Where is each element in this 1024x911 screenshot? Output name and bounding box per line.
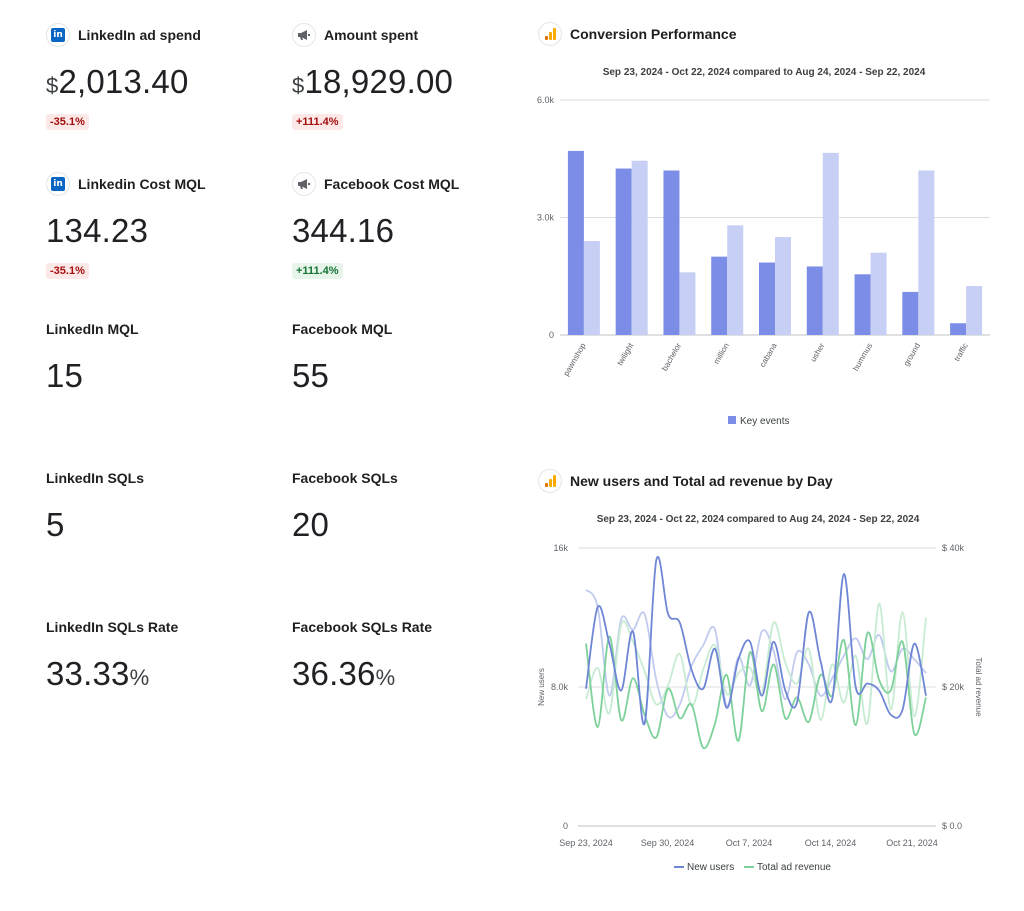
bar-key-events <box>950 323 967 335</box>
x-tick-label: Oct 7, 2024 <box>726 838 773 848</box>
x-tick-label: traffic <box>952 342 970 363</box>
x-tick-label: Oct 21, 2024 <box>886 838 938 848</box>
x-tick-label: Sep 30, 2024 <box>641 838 695 848</box>
kpi-value: 33.33% <box>46 655 150 692</box>
legend-label: Total ad revenue <box>757 862 831 873</box>
y-tick-label-left: 8.0k <box>551 682 569 692</box>
kpi-value: 5 <box>46 506 65 543</box>
kpi-value: 134.23 <box>46 212 149 249</box>
bar-key-events <box>902 291 919 335</box>
y-tick-label-right: $ 20k <box>942 682 965 692</box>
y-axis-label-left: New users <box>537 668 546 706</box>
x-tick-label: Oct 14, 2024 <box>805 838 857 848</box>
users-revenue-chart-header: New users and Total ad revenue by Day <box>538 469 833 493</box>
x-tick-label: bachelor <box>660 341 683 372</box>
users-revenue-line-chart[interactable]: 0 $ 0.0 8.0k $ 20k 16k $ 40k New users Total ad… <box>530 536 1024 886</box>
bar-key-events-previous <box>822 152 839 335</box>
kpi-title: LinkedIn MQL <box>46 321 139 337</box>
bar-key-events-previous <box>775 237 791 335</box>
kpi-linkedin-sqls-rate[interactable]: LinkedIn SQLs Rate 33.33% <box>46 614 276 694</box>
bar-key-events <box>711 256 728 335</box>
kpi-value: 55 <box>292 357 330 394</box>
x-tick-label: cabana <box>758 341 779 369</box>
bar-key-events-previous <box>679 272 696 335</box>
legend-swatch <box>728 416 736 424</box>
kpi-amount-spent[interactable]: Amount spent $18,929.00 +111.4% <box>292 22 522 130</box>
kpi-title: LinkedIn SQLs <box>46 470 145 486</box>
bar-key-events-previous <box>727 225 744 335</box>
y-tick-label-left: 0 <box>563 821 568 831</box>
x-tick-label: usher <box>809 341 827 363</box>
bar-key-events <box>615 168 632 335</box>
line-new-users-previous <box>585 589 927 719</box>
delta-badge: +111.4% <box>292 114 343 130</box>
megaphone-icon <box>292 23 316 47</box>
linkedin-icon: in <box>46 23 70 47</box>
legend-label: New users <box>687 862 734 873</box>
bar-key-events-previous <box>631 160 648 335</box>
kpi-linkedin-sqls[interactable]: LinkedIn SQLs 5 <box>46 465 276 545</box>
line-new-users <box>585 556 927 726</box>
x-tick-label: twilight <box>615 341 635 367</box>
x-tick-label: pawnshop <box>562 341 588 378</box>
kpi-value: 344.16 <box>292 212 395 249</box>
y-tick-label: 6.0k <box>537 95 555 105</box>
kpi-linkedin-mql[interactable]: LinkedIn MQL 15 <box>46 316 276 396</box>
kpi-title: Linkedin Cost MQL <box>78 176 206 192</box>
x-tick-label: ground <box>902 342 922 368</box>
bar-key-events <box>567 150 584 335</box>
kpi-facebook-mql[interactable]: Facebook MQL 55 <box>292 316 522 396</box>
bar-key-events-previous <box>966 286 983 335</box>
delta-badge: -35.1% <box>46 114 89 130</box>
kpi-value: $18,929.00 <box>292 63 454 100</box>
chart-subtitle: Sep 23, 2024 - Oct 22, 2024 compared to … <box>596 514 920 525</box>
y-tick-label-right: $ 0.0 <box>942 821 962 831</box>
kpi-linkedin-cost-mql[interactable]: in Linkedin Cost MQL 134.23 -35.1% <box>46 171 276 279</box>
kpi-title: Facebook SQLs <box>292 470 398 486</box>
delta-badge: +111.4% <box>292 263 343 279</box>
kpi-title: LinkedIn ad spend <box>78 27 201 43</box>
x-tick-label: Sep 23, 2024 <box>559 838 613 848</box>
linkedin-icon: in <box>46 172 70 196</box>
bar-key-events <box>854 274 871 335</box>
kpi-facebook-sqls[interactable]: Facebook SQLs 20 <box>292 465 522 545</box>
kpi-title: Amount spent <box>324 27 419 43</box>
line-total-ad-revenue-previous <box>585 602 927 725</box>
bar-key-events <box>759 262 775 335</box>
bar-key-events-previous <box>918 170 935 335</box>
bar-key-events-previous <box>870 252 887 335</box>
analytics-icon <box>538 469 562 493</box>
kpi-title: Facebook MQL <box>292 321 393 337</box>
y-tick-label: 0 <box>549 330 554 340</box>
kpi-value: $2,013.40 <box>46 63 189 100</box>
kpi-value: 15 <box>46 357 84 394</box>
kpi-facebook-cost-mql[interactable]: Facebook Cost MQL 344.16 +111.4% <box>292 171 522 279</box>
kpi-title: LinkedIn SQLs Rate <box>46 619 179 635</box>
y-tick-label-left: 16k <box>553 543 568 553</box>
kpi-value: 20 <box>292 506 330 543</box>
y-tick-label: 3.0k <box>537 213 555 223</box>
chart-subtitle: Sep 23, 2024 - Oct 22, 2024 compared to … <box>602 67 926 78</box>
megaphone-icon <box>292 172 316 196</box>
legend-label: Key events <box>740 416 789 427</box>
y-tick-label-right: $ 40k <box>942 543 965 553</box>
kpi-linkedin-ad-spend[interactable]: in LinkedIn ad spend $2,013.40 -35.1% <box>46 22 276 130</box>
kpi-facebook-sqls-rate[interactable]: Facebook SQLs Rate 36.36% <box>292 614 522 694</box>
bar-key-events <box>663 170 680 335</box>
kpi-title: Facebook SQLs Rate <box>292 619 433 635</box>
x-tick-label: million <box>712 342 731 366</box>
chart-title: Conversion Performance <box>570 26 737 42</box>
chart-title: New users and Total ad revenue by Day <box>570 473 833 489</box>
bar-key-events <box>806 266 823 335</box>
conversion-chart-header: Conversion Performance <box>538 22 737 46</box>
delta-badge: -35.1% <box>46 263 89 279</box>
kpi-title: Facebook Cost MQL <box>324 176 460 192</box>
y-axis-label-right: Total ad revenue <box>974 657 983 717</box>
x-tick-label: hummus <box>851 342 874 373</box>
analytics-icon <box>538 22 562 46</box>
kpi-value: 36.36% <box>292 655 396 692</box>
conversion-bar-chart[interactable]: 0 3.0k 6.0k pawnshop twilight bachelor million… <box>530 90 1010 430</box>
bar-key-events-previous <box>583 241 600 335</box>
